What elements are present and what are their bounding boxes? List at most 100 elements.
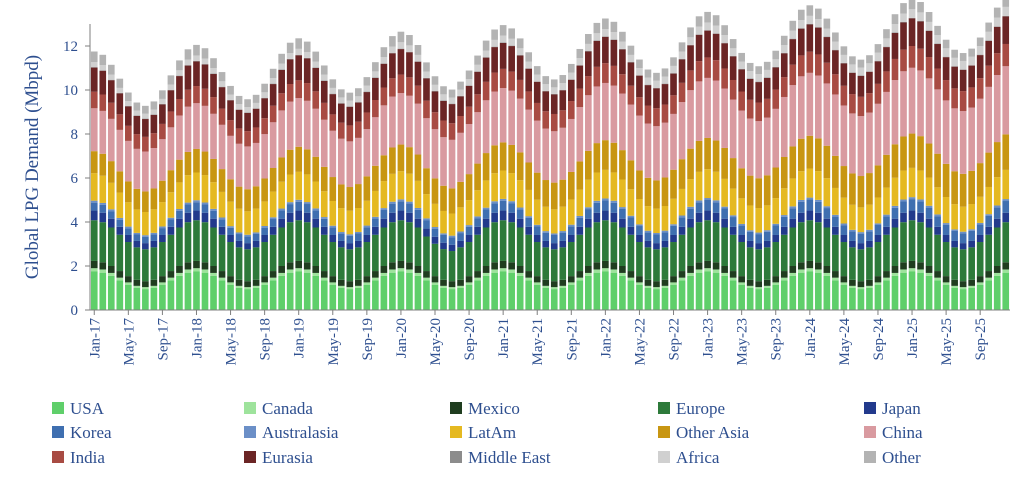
bar-segment bbox=[559, 240, 567, 248]
bar-segment bbox=[968, 204, 975, 230]
bar-segment bbox=[891, 218, 899, 228]
bar-segment bbox=[227, 100, 234, 121]
bar-segment bbox=[797, 222, 805, 263]
bar-segment bbox=[363, 77, 371, 86]
bar-segment bbox=[576, 217, 584, 227]
bar-segment bbox=[125, 242, 132, 277]
bar-segment bbox=[533, 120, 541, 173]
bar-segment bbox=[363, 85, 371, 92]
bar-segment bbox=[491, 91, 498, 146]
bar-segment bbox=[380, 155, 388, 182]
bar-segment bbox=[142, 136, 149, 152]
y-axis-label: Global LPG Demand (Mbpd) bbox=[22, 55, 43, 279]
bar-segment bbox=[329, 177, 337, 201]
bar-segment bbox=[457, 89, 464, 96]
bar-segment bbox=[636, 226, 643, 235]
bar-segment bbox=[542, 240, 550, 248]
bar-segment bbox=[653, 287, 660, 290]
y-tick-label: 2 bbox=[71, 259, 79, 275]
bar-segment bbox=[976, 222, 984, 225]
bar-segment bbox=[397, 93, 405, 145]
bar-segment bbox=[380, 181, 388, 209]
bar-segment bbox=[244, 287, 251, 290]
y-tick-label: 10 bbox=[63, 83, 78, 99]
bar-segment bbox=[133, 287, 141, 310]
bar-segment bbox=[661, 104, 669, 123]
bar-segment bbox=[576, 277, 584, 281]
bar-segment bbox=[508, 38, 515, 46]
bar-segment bbox=[780, 277, 788, 281]
bar-segment bbox=[985, 214, 993, 216]
bar-segment bbox=[465, 226, 473, 235]
bar-segment bbox=[508, 71, 515, 91]
bar-segment bbox=[900, 199, 907, 202]
bar-segment bbox=[440, 137, 447, 186]
bar-segment bbox=[832, 226, 839, 235]
bar-segment bbox=[116, 234, 124, 272]
bar-segment bbox=[278, 208, 285, 211]
bar-segment bbox=[636, 224, 643, 227]
bar-segment bbox=[772, 167, 780, 199]
bar-segment bbox=[678, 226, 686, 235]
bar-segment bbox=[866, 63, 873, 72]
bar-segment bbox=[712, 200, 720, 203]
bar-segment bbox=[610, 142, 618, 173]
legend-label: Eurasia bbox=[262, 448, 313, 467]
bar-segment bbox=[976, 98, 984, 164]
legend-swatch bbox=[864, 426, 876, 438]
bar-segment bbox=[320, 74, 328, 81]
bar-segment bbox=[303, 83, 311, 101]
bar-segment bbox=[337, 285, 345, 288]
bar-segment bbox=[116, 217, 124, 220]
bar-segment bbox=[738, 52, 745, 62]
legend-label: Korea bbox=[70, 423, 112, 442]
bar-segment bbox=[576, 65, 584, 89]
bar-segment bbox=[636, 68, 643, 76]
bar-segment bbox=[891, 58, 899, 81]
bar-segment bbox=[653, 80, 660, 88]
bar-segment bbox=[252, 287, 260, 310]
bar-segment bbox=[942, 39, 950, 49]
bar-segment bbox=[627, 234, 635, 272]
bar-segment bbox=[559, 110, 567, 128]
bar-segment bbox=[550, 94, 558, 114]
bar-segment bbox=[797, 262, 805, 270]
bar-segment bbox=[755, 208, 763, 233]
bar-segment bbox=[883, 214, 890, 217]
bar-segment bbox=[380, 208, 388, 210]
bar-segment bbox=[815, 199, 822, 202]
bar-segment bbox=[337, 97, 345, 104]
bar-segment bbox=[678, 188, 686, 216]
bar-segment bbox=[337, 232, 345, 234]
bar-segment bbox=[695, 34, 703, 62]
bar-segment bbox=[976, 163, 984, 197]
bar-segment bbox=[653, 234, 660, 244]
bar-segment bbox=[355, 207, 362, 232]
bar-segment bbox=[525, 91, 533, 110]
bar-segment bbox=[550, 243, 558, 250]
bar-segment bbox=[959, 289, 967, 310]
bar-segment bbox=[303, 41, 311, 52]
bar-segment bbox=[644, 247, 652, 280]
bar-segment bbox=[951, 108, 958, 172]
bar-segment bbox=[934, 44, 941, 69]
bar-segment bbox=[840, 276, 848, 283]
bar-segment bbox=[925, 207, 933, 219]
bar-segment bbox=[797, 212, 805, 223]
x-tick-label: Jan-23 bbox=[701, 318, 717, 358]
bar-segment bbox=[815, 222, 822, 263]
bar-segment bbox=[908, 271, 916, 310]
bar-segment bbox=[900, 269, 907, 273]
bar-segment bbox=[99, 54, 107, 66]
bar-segment bbox=[738, 276, 745, 283]
bar-segment bbox=[585, 275, 592, 310]
bar-segment bbox=[261, 282, 268, 285]
bar-segment bbox=[295, 38, 303, 49]
bar-segment bbox=[772, 50, 780, 60]
bar-segment bbox=[372, 62, 379, 72]
bar-segment bbox=[721, 68, 728, 89]
bar-segment bbox=[678, 271, 686, 278]
bar-segment bbox=[440, 234, 447, 243]
bar-segment bbox=[976, 242, 984, 277]
bar-segment bbox=[346, 235, 354, 244]
